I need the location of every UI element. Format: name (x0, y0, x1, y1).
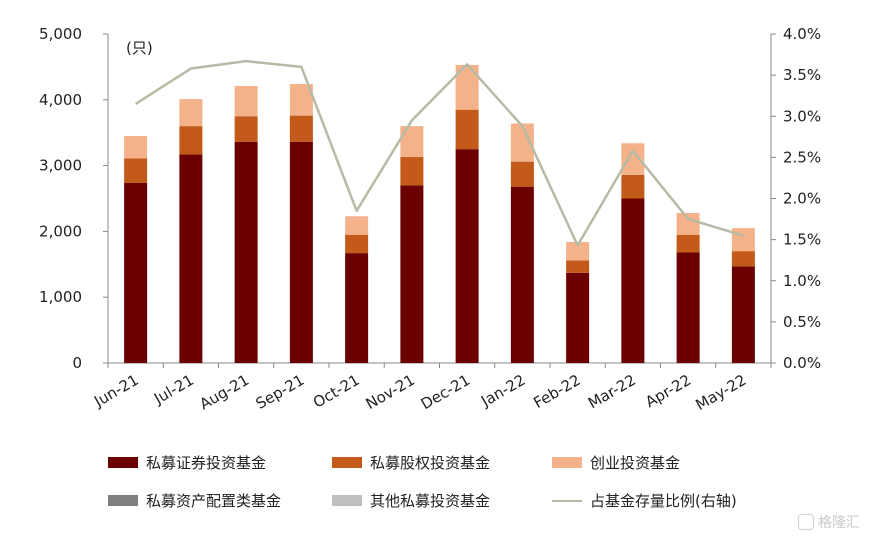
bar-segment (510, 161, 534, 187)
y2-tick-label: 4.0% (783, 25, 821, 43)
bar-segment (510, 186, 534, 363)
bar-segment (455, 64, 479, 110)
bar-segment (676, 252, 700, 363)
legend-swatch (552, 457, 582, 468)
bar-segment (124, 135, 148, 159)
y2-tick-label: 2.0% (783, 190, 821, 208)
watermark-logo-icon (798, 514, 814, 530)
y2-tick-label: 1.0% (783, 272, 821, 290)
y2-tick-label: 0.0% (783, 354, 821, 372)
y2-tick-label: 3.0% (783, 107, 821, 125)
bar-segment (621, 143, 645, 175)
y2-tick-label: 2.5% (783, 148, 821, 166)
x-tick-label: Oct-21 (310, 371, 363, 412)
bar-segment (345, 234, 369, 254)
bar-segment (124, 158, 148, 183)
bar-segment (621, 174, 645, 199)
bar-segment (400, 157, 424, 186)
bar-segment (566, 241, 590, 261)
bar-segment (289, 84, 313, 116)
bar-segment (676, 234, 700, 253)
bar-segment (455, 149, 479, 363)
legend-item-venture-fund: 创业投资基金 (552, 452, 680, 473)
x-tick-label: May-22 (693, 371, 750, 414)
legend-item-ratio-line: 占基金存量比例(右轴) (552, 490, 737, 511)
bar-segment (179, 126, 203, 155)
bar-segment (234, 85, 258, 117)
x-tick-label: Mar-22 (585, 371, 639, 413)
legend-line-swatch (552, 499, 582, 502)
x-tick-label: Nov-21 (363, 371, 418, 413)
x-tick-label: Feb-22 (530, 371, 583, 412)
legend-swatch (108, 457, 138, 468)
x-tick-label: Dec-21 (418, 371, 473, 413)
legend-label: 私募资产配置类基金 (146, 492, 282, 510)
y-tick-label: 3,000 (39, 157, 82, 175)
legend-item-asset-allocation-fund: 私募资产配置类基金 (108, 490, 281, 511)
bar-segment (124, 182, 148, 363)
bar-segment (621, 198, 645, 363)
x-tick-label: Apr-22 (642, 371, 694, 411)
legend-swatch (108, 495, 138, 506)
bar-segment (345, 253, 369, 363)
chart-svg: 0 1,000 2,000 3,000 4,000 5,000 0.0% 0.5% 1.0% 1.… (39, 25, 821, 414)
bar-segment (345, 216, 369, 235)
y-tick-label: 1,000 (39, 288, 82, 306)
bar-segment (676, 212, 700, 235)
bar-segment (289, 141, 313, 363)
legend-swatch (332, 495, 362, 506)
legend-label: 其他私募投资基金 (370, 492, 491, 510)
watermark-text: 格隆汇 (818, 515, 860, 531)
bar-segment (179, 99, 203, 127)
bar-segment (455, 109, 479, 150)
legend-label: 创业投资基金 (590, 454, 681, 472)
bar-segment (731, 266, 755, 363)
x-tick-label: Aug-21 (197, 371, 253, 413)
x-tick-label: Jan-22 (477, 371, 528, 411)
bar-segment (566, 260, 590, 273)
bar-segment (400, 185, 424, 363)
y-tick-label: 0 (72, 354, 82, 372)
x-tick-label: Jul-21 (150, 371, 197, 408)
bar-segment (731, 251, 755, 267)
ratio-line (134, 59, 744, 247)
legend-label: 占基金存量比例(右轴) (590, 492, 737, 510)
legend-item-other-fund: 其他私募投资基金 (332, 490, 490, 511)
x-tick-label: Jun-21 (90, 371, 141, 411)
bar-segment (289, 115, 313, 142)
watermark: 格隆汇 (798, 512, 860, 532)
bar-segment (510, 123, 534, 162)
y-tick-label: 5,000 (39, 25, 82, 43)
y2-tick-label: 3.5% (783, 66, 821, 84)
legend-label: 私募股权投资基金 (370, 454, 491, 472)
bar-segment (234, 116, 258, 142)
legend-swatch (332, 457, 362, 468)
y-tick-label: 2,000 (39, 222, 82, 240)
bar-segment (566, 272, 590, 363)
y2-tick-label: 1.5% (783, 231, 821, 249)
y2-tick-label: 0.5% (783, 313, 821, 331)
bar-segment (400, 126, 424, 158)
y-tick-label: 4,000 (39, 91, 82, 109)
bar-segment (179, 154, 203, 363)
legend-item-securities-fund: 私募证券投资基金 (108, 452, 266, 473)
legend-item-equity-fund: 私募股权投资基金 (332, 452, 490, 473)
bar-segment (234, 141, 258, 363)
x-tick-label: Sep-21 (253, 371, 308, 413)
bar-segment (731, 228, 755, 252)
legend-label: 私募证券投资基金 (146, 454, 267, 472)
y-unit-label: (只) (126, 39, 153, 57)
